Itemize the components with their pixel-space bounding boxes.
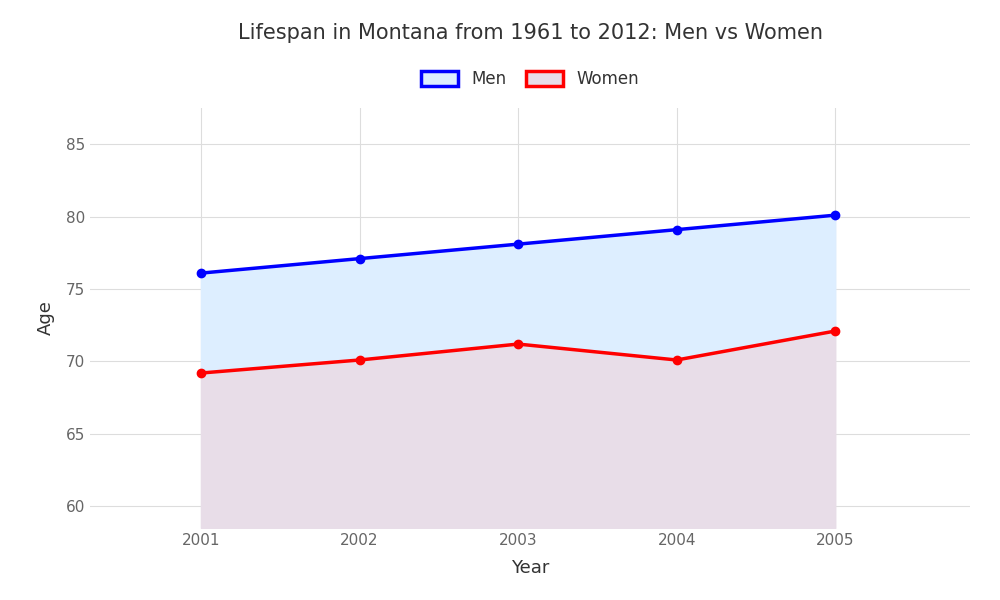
Legend: Men, Women: Men, Women (413, 62, 647, 97)
X-axis label: Year: Year (511, 559, 549, 577)
Title: Lifespan in Montana from 1961 to 2012: Men vs Women: Lifespan in Montana from 1961 to 2012: M… (238, 23, 822, 43)
Y-axis label: Age: Age (37, 301, 55, 335)
